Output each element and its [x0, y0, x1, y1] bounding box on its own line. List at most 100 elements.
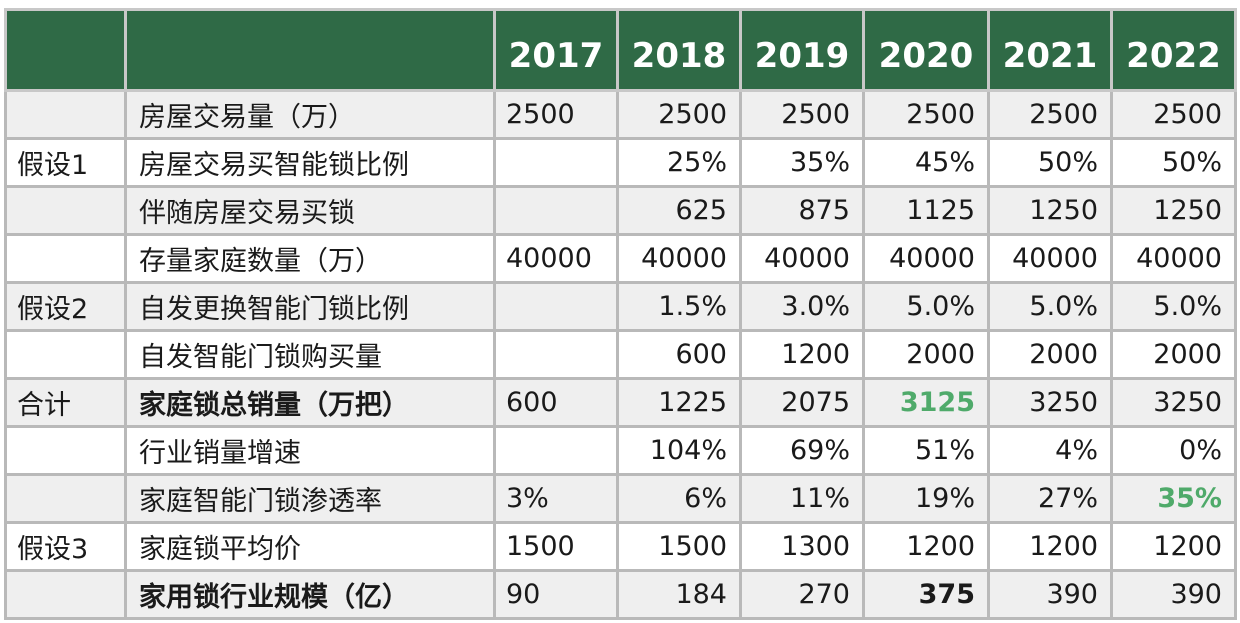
- cell-value: 1250: [1110, 185, 1237, 236]
- cell-value: 40000: [739, 233, 865, 284]
- group-label: 假设3: [4, 521, 127, 572]
- cell-value: 45%: [862, 137, 990, 188]
- table-row: 家庭智能门锁渗透率 3% 6% 11% 19% 27% 35%: [4, 473, 1237, 524]
- cell-value: 40000: [1110, 233, 1237, 284]
- cell-value: 1300: [739, 521, 865, 572]
- row-label: 家庭锁平均价: [124, 521, 496, 572]
- table-row: 存量家庭数量（万） 40000 40000 40000 40000 40000 …: [4, 233, 1237, 284]
- group-label: 合计: [4, 377, 127, 428]
- cell-value: 2000: [987, 329, 1113, 380]
- table-container: 2017 2018 2019 2020 2021 2022 房屋交易量（万） 2…: [4, 8, 1237, 620]
- table-row: 行业销量增速 104% 69% 51% 4% 0%: [4, 425, 1237, 476]
- cell-value: 1200: [739, 329, 865, 380]
- table-row: 假设1 房屋交易买智能锁比例 25% 35% 45% 50% 50%: [4, 137, 1237, 188]
- table-row-total-sales: 合计 家庭锁总销量（万把） 600 1225 2075 3125 3250 32…: [4, 377, 1237, 428]
- cell-value: 50%: [987, 137, 1113, 188]
- cell-value: 1200: [1110, 521, 1237, 572]
- cell-value: [493, 137, 619, 188]
- cell-value: 2500: [616, 89, 742, 140]
- cell-value: 40000: [616, 233, 742, 284]
- row-label: 房屋交易买智能锁比例: [124, 137, 496, 188]
- cell-value: 875: [739, 185, 865, 236]
- cell-value: 2500: [739, 89, 865, 140]
- header-empty-group: [4, 8, 127, 92]
- cell-value: 600: [616, 329, 742, 380]
- cell-value: 2500: [987, 89, 1113, 140]
- cell-value: 3250: [987, 377, 1113, 428]
- group-label: [4, 89, 127, 140]
- group-label: [4, 473, 127, 524]
- highlighted-cell-value: 3125: [862, 377, 990, 428]
- cell-value: 3%: [493, 473, 619, 524]
- cell-value: 27%: [987, 473, 1113, 524]
- cell-value: 5.0%: [1110, 281, 1237, 332]
- year-header: 2021: [987, 8, 1113, 92]
- cell-value: 104%: [616, 425, 742, 476]
- table-row: 房屋交易量（万） 2500 2500 2500 2500 2500 2500: [4, 89, 1237, 140]
- year-header: 2019: [739, 8, 865, 92]
- cell-value: 1250: [987, 185, 1113, 236]
- table-row: 假设3 家庭锁平均价 1500 1500 1300 1200 1200 1200: [4, 521, 1237, 572]
- group-label: [4, 425, 127, 476]
- cell-value: [493, 281, 619, 332]
- cell-value: 1500: [493, 521, 619, 572]
- cell-value: 1125: [862, 185, 990, 236]
- cell-value: 390: [1110, 569, 1237, 620]
- cell-value: 270: [739, 569, 865, 620]
- table-row: 自发智能门锁购买量 600 1200 2000 2000 2000: [4, 329, 1237, 380]
- cell-value: [493, 329, 619, 380]
- year-header: 2022: [1110, 8, 1237, 92]
- cell-value: 0%: [1110, 425, 1237, 476]
- header-row: 2017 2018 2019 2020 2021 2022: [4, 8, 1237, 92]
- cell-value: 1.5%: [616, 281, 742, 332]
- row-label: 自发更换智能门锁比例: [124, 281, 496, 332]
- cell-value: 50%: [1110, 137, 1237, 188]
- year-header: 2020: [862, 8, 990, 92]
- cell-value: 2000: [1110, 329, 1237, 380]
- cell-value: 2500: [862, 89, 990, 140]
- group-label: [4, 185, 127, 236]
- cell-value: 6%: [616, 473, 742, 524]
- cell-value: 2500: [1110, 89, 1237, 140]
- cell-value: [493, 425, 619, 476]
- cell-value: 2000: [862, 329, 990, 380]
- group-label: [4, 329, 127, 380]
- cell-value: 1225: [616, 377, 742, 428]
- cell-value: [493, 185, 619, 236]
- cell-value: 625: [616, 185, 742, 236]
- cell-value: 3250: [1110, 377, 1237, 428]
- cell-value: 4%: [987, 425, 1113, 476]
- table-row: 假设2 自发更换智能门锁比例 1.5% 3.0% 5.0% 5.0% 5.0%: [4, 281, 1237, 332]
- year-header: 2017: [493, 8, 619, 92]
- cell-value: 1200: [862, 521, 990, 572]
- group-label: [4, 233, 127, 284]
- highlighted-cell-value: 35%: [1110, 473, 1237, 524]
- cell-value: 40000: [987, 233, 1113, 284]
- group-label: 假设1: [4, 137, 127, 188]
- cell-value: 5.0%: [862, 281, 990, 332]
- cell-value: 25%: [616, 137, 742, 188]
- cell-value: 1200: [987, 521, 1113, 572]
- cell-value: 90: [493, 569, 619, 620]
- cell-value: 600: [493, 377, 619, 428]
- cell-value: 184: [616, 569, 742, 620]
- group-label: [4, 569, 127, 620]
- cell-value: 5.0%: [987, 281, 1113, 332]
- row-label: 伴随房屋交易买锁: [124, 185, 496, 236]
- cell-value: 2075: [739, 377, 865, 428]
- cell-value: 2500: [493, 89, 619, 140]
- cell-value: 1500: [616, 521, 742, 572]
- cell-value: 35%: [739, 137, 865, 188]
- row-label: 家庭锁总销量（万把）: [124, 377, 496, 428]
- row-label: 存量家庭数量（万）: [124, 233, 496, 284]
- cell-value: 390: [987, 569, 1113, 620]
- cell-value: 40000: [862, 233, 990, 284]
- row-label: 行业销量增速: [124, 425, 496, 476]
- cell-value: 19%: [862, 473, 990, 524]
- row-label: 自发智能门锁购买量: [124, 329, 496, 380]
- row-label: 家用锁行业规模（亿）: [124, 569, 496, 620]
- row-label: 家庭智能门锁渗透率: [124, 473, 496, 524]
- header-empty-item: [124, 8, 496, 92]
- cell-value: 11%: [739, 473, 865, 524]
- highlighted-cell-value: 375: [862, 569, 990, 620]
